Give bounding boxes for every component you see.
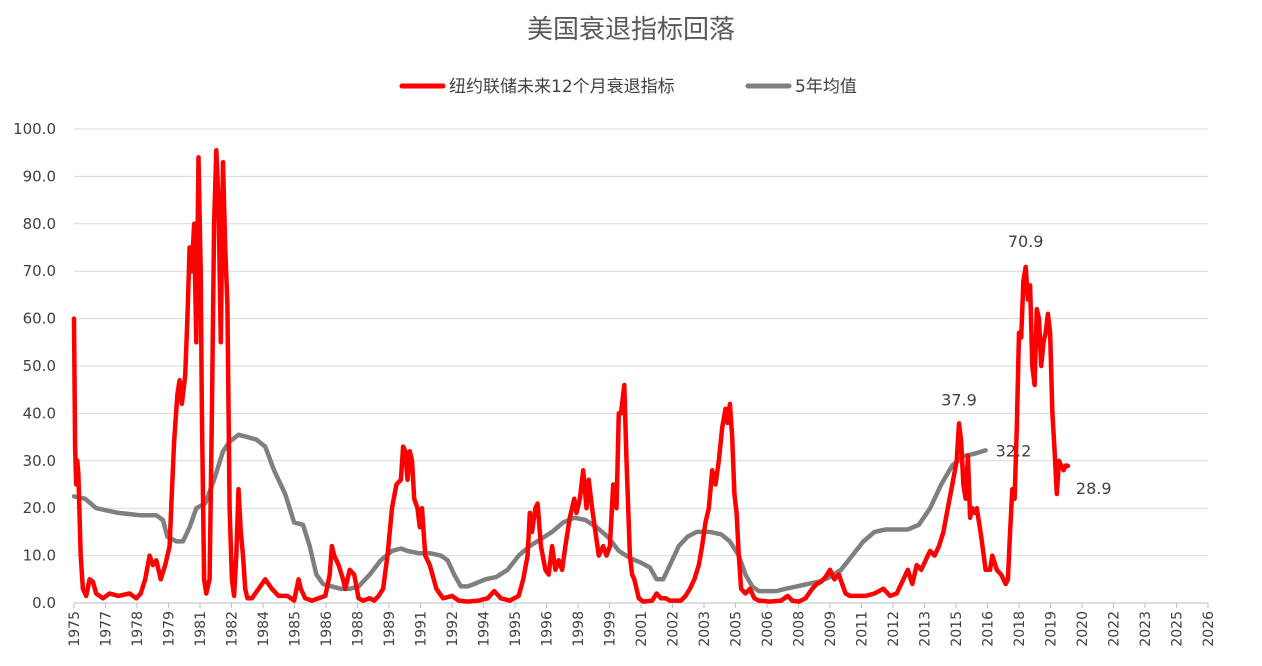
legend-label-red: 纽约联储未来12个月衰退指标 [449,77,675,97]
x-tick-label: 2022 [1107,611,1123,647]
x-tick-label: 2018 [1012,611,1028,647]
x-tick-label: 2005 [729,611,745,647]
x-tick-label: 2023 [1138,611,1154,647]
x-tick-label: 1996 [540,611,556,647]
x-tick-label: 1979 [162,611,178,647]
x-tick-label: 2001 [634,611,650,647]
gridlines [74,128,1208,604]
y-tick-label: 90.0 [23,167,56,185]
x-tick-label: 1999 [603,611,619,647]
x-tick-label: 2012 [886,611,902,647]
x-tick-label: 1978 [130,611,146,647]
x-tick-label: 1984 [256,611,272,647]
x-tick-label: 1982 [225,611,241,647]
x-tick-label: 2026 [1201,611,1217,647]
x-tick-label: 1989 [382,611,398,647]
x-tick-label: 2003 [697,611,713,647]
x-tick-label: 2019 [1044,611,1060,647]
x-tick-label: 2002 [666,611,682,647]
series-line-gray [71,432,988,594]
x-tick-label: 2025 [1170,611,1186,647]
x-tick-label: 1995 [508,611,524,647]
chart-title: 美国衰退指标回落 [527,15,735,45]
x-tick-label: 1992 [445,611,461,647]
y-tick-label: 30.0 [23,452,56,470]
series-line-red [71,148,1071,604]
y-tick-label: 60.0 [23,310,56,328]
y-tick-label: 0.0 [32,594,56,612]
x-tick-label: 2009 [823,611,839,647]
y-tick-label: 20.0 [23,499,56,517]
x-tick-label: 2008 [792,611,808,647]
data-labels: 37.9 70.9 32.2 28.9 [941,232,1111,498]
x-tick-label: 2011 [855,611,871,647]
y-tick-label: 80.0 [23,215,56,233]
legend-label-gray: 5年均值 [795,77,857,97]
y-tick-label: 40.0 [23,404,56,422]
x-tick-label: 1986 [319,611,335,647]
x-tick-label: 1975 [67,611,83,647]
x-tick-label: 1994 [477,611,493,647]
x-tick-label: 1977 [99,611,115,647]
x-tick-label: 1988 [351,611,367,647]
data-label: 28.9 [1076,479,1112,498]
x-tick-label: 2006 [760,611,776,647]
series-lines [71,148,1071,604]
x-axis-ticks: 1975 1977 1978 1979 1981 1982 1984 1985 1986 1988… [67,603,1217,647]
data-label: 37.9 [941,390,977,409]
x-tick-label: 2015 [949,611,965,647]
x-tick-label: 1985 [288,611,304,647]
x-tick-label: 2013 [918,611,934,647]
data-label: 32.2 [996,441,1032,460]
y-tick-label: 10.0 [23,547,56,565]
legend: 纽约联储未来12个月衰退指标 5年均值 [399,77,857,97]
x-tick-label: 1981 [193,611,209,647]
y-axis-ticks: 0.0 10.0 20.0 30.0 40.0 50.0 60.0 70.0 80.0 90.0 1… [13,120,56,612]
x-tick-label: 2016 [981,611,997,647]
x-tick-label: 2020 [1075,611,1091,647]
x-tick-label: 1991 [414,611,430,647]
x-tick-label: 1998 [571,611,587,647]
y-tick-label: 70.0 [23,262,56,280]
data-label: 70.9 [1008,232,1044,251]
y-tick-label: 50.0 [23,357,56,375]
y-tick-label: 100.0 [13,120,56,138]
